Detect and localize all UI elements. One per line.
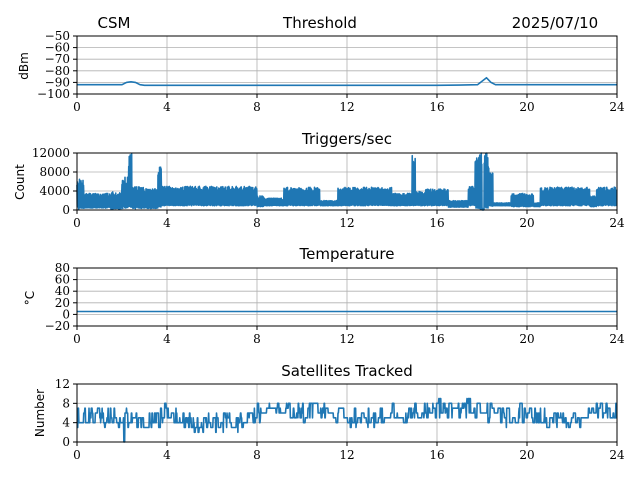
threshold-ytick-label: −90	[45, 75, 70, 89]
threshold-ytick-label: −80	[45, 64, 70, 78]
triggers-series-line	[76, 152, 618, 211]
threshold-ylabel: dBm	[17, 52, 31, 80]
header-left-label: CSM	[98, 14, 131, 32]
satellites-xtick-label: 0	[73, 448, 81, 462]
triggers-ytick-label: 8000	[39, 165, 70, 179]
temperature-xtick-label: 8	[253, 332, 261, 346]
panel-satellites: Satellites Tracked Number 0 4 8 12 16 20 24 0 4 8…	[33, 362, 625, 462]
threshold-title: Threshold	[282, 14, 357, 32]
temperature-xtick-label: 24	[609, 332, 625, 346]
satellites-ytick-label: 4	[62, 416, 70, 430]
temperature-xtick-label: 12	[339, 332, 354, 346]
temperature-xtick-label: 16	[429, 332, 444, 346]
triggers-ytick-label: 4000	[39, 184, 70, 198]
temperature-ytick-label: −20	[45, 319, 70, 333]
temperature-ytick-label: 80	[55, 261, 70, 275]
threshold-xtick-label: 24	[609, 100, 625, 114]
temperature-title: Temperature	[298, 245, 394, 263]
panel-threshold: Threshold dBm 0 4 8 12 16 20 24 −100−90−80−70−6…	[17, 14, 625, 114]
threshold-xtick-label: 16	[429, 100, 444, 114]
satellites-xtick-label: 20	[519, 448, 534, 462]
threshold-xtick-label: 0	[73, 100, 81, 114]
temperature-ytick-label: 20	[55, 296, 70, 310]
triggers-xtick-label: 12	[339, 216, 354, 230]
satellites-xtick-label: 16	[429, 448, 444, 462]
satellites-xtick-label: 8	[253, 448, 261, 462]
satellites-xtick-label: 24	[609, 448, 625, 462]
threshold-xtick-label: 20	[519, 100, 534, 114]
satellites-xtick-label: 12	[339, 448, 354, 462]
temperature-ylabel: °C	[23, 291, 37, 305]
triggers-xtick-label: 8	[253, 216, 261, 230]
threshold-ytick-label: −60	[45, 41, 70, 55]
threshold-xtick-label: 8	[253, 100, 261, 114]
threshold-series-line	[77, 76, 617, 87]
triggers-xtick-label: 24	[609, 216, 625, 230]
threshold-xtick-label: 12	[339, 100, 354, 114]
threshold-ytick-label: −50	[45, 29, 70, 43]
temperature-xtick-label: 0	[73, 332, 81, 346]
temperature-xtick-label: 20	[519, 332, 534, 346]
triggers-xtick-label: 20	[519, 216, 534, 230]
triggers-title: Triggers/sec	[301, 130, 392, 148]
threshold-ytick-label: −100	[37, 87, 70, 101]
satellites-series-line	[76, 397, 618, 443]
header-right-date: 2025/07/10	[512, 14, 598, 32]
satellites-ytick-label: 8	[62, 396, 70, 410]
triggers-xtick-label: 0	[73, 216, 81, 230]
satellites-ytick-label: 0	[62, 435, 70, 449]
triggers-ylabel: Count	[13, 164, 27, 200]
satellites-ylabel: Number	[33, 389, 47, 437]
panel-triggers: Triggers/sec Count 0 4 8 12 16 20 24 0 4000 8000 1…	[13, 130, 625, 230]
threshold-ytick-label: −70	[45, 52, 70, 66]
triggers-ytick-label: 12000	[32, 146, 70, 160]
satellites-title: Satellites Tracked	[281, 362, 412, 380]
triggers-xtick-label: 16	[429, 216, 444, 230]
satellites-xtick-label: 4	[163, 448, 171, 462]
temperature-ytick-label: 60	[55, 273, 70, 287]
threshold-xtick-label: 4	[163, 100, 171, 114]
triggers-xtick-label: 4	[163, 216, 171, 230]
temperature-xtick-label: 4	[163, 332, 171, 346]
triggers-ytick-label: 0	[62, 203, 70, 217]
temperature-ytick-label: 40	[55, 284, 70, 298]
temperature-ytick-label: 0	[62, 307, 70, 321]
satellites-ytick-label: 12	[55, 377, 70, 391]
